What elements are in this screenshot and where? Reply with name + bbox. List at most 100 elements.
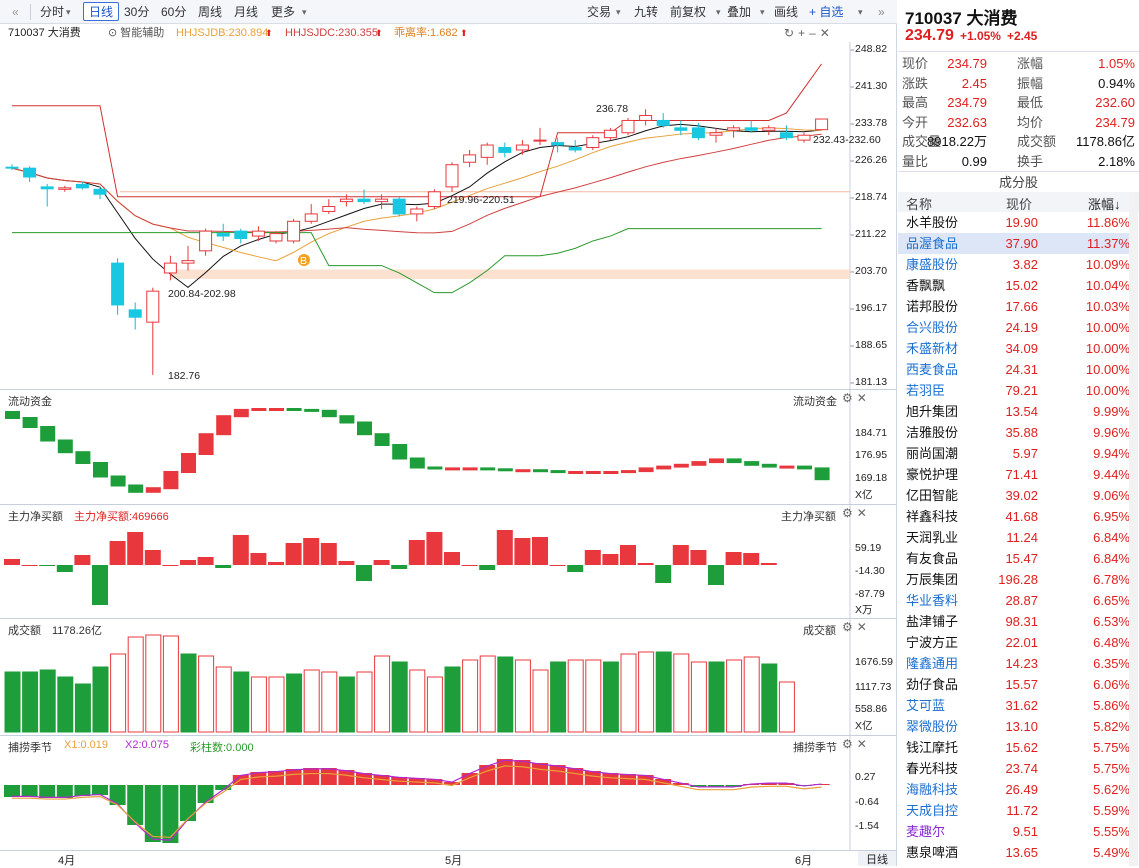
flow-bar	[374, 433, 390, 446]
chevron-down-icon[interactable]: ▾	[302, 7, 307, 17]
chart-area[interactable]: « 分时 ▾ 日线 30分 60分 周线 月线 更多 ▾ 交易 ▾ 九转 前复权…	[0, 0, 897, 867]
constituent-row[interactable]: 春光科技 23.74 5.75%	[898, 758, 1134, 779]
season-bar	[197, 785, 214, 803]
stock-change: 6.78%	[1093, 572, 1130, 587]
adjust-button[interactable]: 前复权	[670, 5, 707, 19]
stock-change: 10.00%	[1085, 320, 1130, 335]
expand-icon[interactable]: »	[878, 5, 885, 19]
stock-price: 15.57	[1005, 677, 1038, 692]
constituent-row[interactable]: 翠微股份 13.10 5.82%	[898, 716, 1134, 737]
constituent-row[interactable]: 有友食品 15.47 6.84%	[898, 548, 1134, 569]
chevron-down-icon: ▾	[616, 7, 621, 17]
low-annotation: 182.76	[168, 370, 200, 382]
hhjsjdc-value: HHJSJDC:230.355	[285, 27, 378, 39]
amount-bar	[374, 655, 391, 733]
stock-change: 5.55%	[1093, 824, 1130, 839]
settings-icon[interactable]: ⚙✕	[842, 391, 871, 405]
constituent-row[interactable]: 西麦食品 24.31 10.00%	[898, 359, 1134, 380]
pane-controls-icon[interactable]: ↻+–✕	[784, 26, 834, 40]
constituent-row[interactable]: 洁雅股份 35.88 9.96%	[898, 422, 1134, 443]
constituent-row[interactable]: 水羊股份 19.90 11.86%	[898, 212, 1134, 233]
constituent-row[interactable]: 旭升集团 13.54 9.99%	[898, 401, 1134, 422]
flow-bar	[110, 475, 126, 487]
constituent-row[interactable]: 劲仔食品 15.57 6.06%	[898, 674, 1134, 695]
tab-intraday[interactable]: 分时	[40, 5, 65, 19]
scrollbar[interactable]	[1129, 192, 1138, 866]
flow-bar	[656, 465, 672, 470]
overlay-button[interactable]: 叠加	[727, 5, 752, 19]
trade-button[interactable]: 交易	[587, 5, 612, 19]
quote-value: 232.63	[947, 114, 987, 130]
tab-more[interactable]: 更多	[271, 5, 296, 19]
stock-price: 9.51	[1012, 824, 1038, 839]
pct-change: +1.05%	[959, 29, 1001, 43]
chevron-down-icon[interactable]: ▾	[66, 7, 71, 17]
quote-row: 涨跌 2.45 振幅 0.94%	[902, 74, 1135, 94]
net-bar	[532, 537, 548, 565]
season-bar	[127, 785, 144, 825]
candle-body	[322, 206, 336, 212]
constituent-row[interactable]: 钱江摩托 15.62 5.75%	[898, 737, 1134, 758]
tab-daily[interactable]: 日线	[83, 2, 120, 21]
constituent-row[interactable]: 艾可蓝 31.62 5.86%	[898, 695, 1134, 716]
constituent-row[interactable]: 宁波方正 22.01 6.48%	[898, 632, 1134, 653]
constituent-row[interactable]: 华业香料 28.87 6.65%	[898, 590, 1134, 611]
smart-assist-toggle[interactable]: ⊙ 智能辅助	[108, 27, 165, 39]
stock-price: 39.02	[1005, 488, 1038, 503]
constituent-row[interactable]: 万辰集团 196.28 6.78%	[898, 569, 1134, 590]
constituent-row[interactable]: 盐津铺子 98.31 6.53%	[898, 611, 1134, 632]
candle-body	[93, 188, 107, 195]
constituent-row[interactable]: 丽尚国潮 5.97 9.94%	[898, 443, 1134, 464]
season-bar	[690, 785, 707, 787]
collapse-icon[interactable]: «	[12, 5, 19, 19]
settings-icon[interactable]: ⚙✕	[842, 737, 871, 751]
settings-icon[interactable]: ⚙✕	[842, 620, 871, 634]
price-tick: 218.74	[855, 190, 888, 203]
quote-value: 0.99	[961, 153, 987, 169]
constituent-row[interactable]: 麦趣尔 9.51 5.55%	[898, 821, 1134, 842]
constituent-row[interactable]: 诺邦股份 17.66 10.03%	[898, 296, 1134, 317]
season-bar-count: 彩柱数:0.000	[190, 742, 254, 754]
constituent-row[interactable]: 亿田智能 39.02 9.06%	[898, 485, 1134, 506]
constituent-row[interactable]: 祥鑫科技 41.68 6.95%	[898, 506, 1134, 527]
tab-30min[interactable]: 30分	[124, 5, 150, 19]
constituent-row[interactable]: 海融科技 26.49 5.62%	[898, 779, 1134, 800]
constituent-row[interactable]: 天成自控 11.72 5.59%	[898, 800, 1134, 821]
low-range-annotation: 200.84-202.98	[168, 288, 236, 300]
flow-bar	[797, 465, 812, 470]
period-indicator[interactable]: 日线	[858, 851, 896, 866]
nine-turn-button[interactable]: 九转	[634, 5, 659, 19]
season-bar	[496, 759, 513, 785]
tab-weekly[interactable]: 周线	[198, 5, 223, 19]
net-bar	[479, 565, 496, 570]
settings-icon[interactable]: ⚙✕	[842, 506, 871, 520]
constituent-row[interactable]: 隆鑫通用 14.23 6.35%	[898, 653, 1134, 674]
constituent-row[interactable]: 品渥食品 37.90 11.37%	[898, 233, 1134, 254]
constituent-row[interactable]: 若羽臣 79.21 10.00%	[898, 380, 1134, 401]
constituent-row[interactable]: 合兴股份 24.19 10.00%	[898, 317, 1134, 338]
stock-price: 15.47	[1005, 551, 1038, 566]
chevron-down-icon[interactable]: ▾	[858, 7, 863, 17]
constituent-row[interactable]: 惠泉啤酒 13.65 5.49%	[898, 842, 1134, 863]
tab-60min[interactable]: 60分	[161, 5, 187, 19]
constituent-row[interactable]: 禾盛新材 34.09 10.00%	[898, 338, 1134, 359]
season-bar	[92, 785, 108, 795]
flow-bar	[621, 470, 636, 474]
net-bar	[285, 543, 302, 565]
constituent-row[interactable]: 香飘飘 15.02 10.04%	[898, 275, 1134, 296]
net-bar	[567, 565, 584, 572]
constituent-row[interactable]: 天润乳业 11.24 6.84%	[898, 527, 1134, 548]
stock-name: 禾盛新材	[906, 341, 959, 356]
candle-body	[375, 198, 389, 203]
tab-monthly[interactable]: 月线	[234, 5, 259, 19]
header-name[interactable]: 名称	[906, 197, 933, 212]
quote-row: 今开 232.63 均价 234.79	[902, 113, 1135, 133]
constituent-row[interactable]: 康盛股份 3.82 10.09%	[898, 254, 1134, 275]
header-price[interactable]: 现价	[1006, 197, 1033, 212]
draw-button[interactable]: 画线	[774, 5, 799, 19]
stock-change: 9.94%	[1093, 446, 1130, 461]
header-change[interactable]: 涨幅↓	[1088, 197, 1121, 212]
stock-name: 万辰集团	[906, 572, 959, 587]
constituent-row[interactable]: 豪悦护理 71.41 9.44%	[898, 464, 1134, 485]
add-watchlist-button[interactable]: + 自选	[809, 5, 844, 19]
